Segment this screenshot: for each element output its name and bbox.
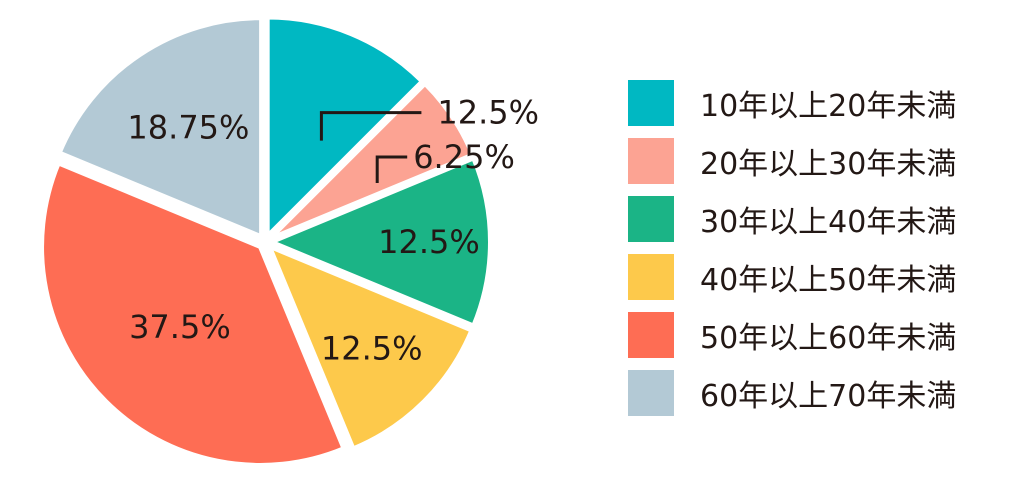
slice-label: 12.5% bbox=[321, 330, 423, 368]
leader-line bbox=[375, 155, 408, 184]
pie-chart: 12.5% 6.25% 12.5% 12.5% 37.5% 18.75% bbox=[40, 15, 540, 467]
legend-item: 40年以上50年未満 bbox=[628, 254, 1018, 300]
legend-swatch bbox=[628, 312, 674, 358]
slice-label: 37.5% bbox=[129, 308, 231, 346]
legend-item: 60年以上70年未満 bbox=[628, 370, 1018, 416]
legend-item: 30年以上40年未満 bbox=[628, 196, 1018, 242]
leader-line bbox=[319, 111, 422, 141]
legend-label: 20年以上30年未満 bbox=[700, 147, 957, 182]
legend-label: 60年以上70年未満 bbox=[700, 379, 957, 414]
legend-label: 30年以上40年未満 bbox=[700, 205, 957, 240]
pie-slice bbox=[57, 16, 264, 240]
legend-swatch bbox=[628, 254, 674, 300]
legend-swatch bbox=[628, 196, 674, 242]
slice-label: 12.5% bbox=[378, 223, 480, 261]
legend-label: 10年以上20年未満 bbox=[700, 89, 957, 124]
legend-swatch bbox=[628, 370, 674, 416]
slice-label: 6.25% bbox=[413, 138, 515, 176]
pie-slice bbox=[265, 15, 425, 241]
pie-slice bbox=[40, 160, 347, 467]
pie-slice bbox=[266, 155, 492, 329]
legend-swatch bbox=[628, 80, 674, 126]
legend-swatch bbox=[628, 138, 674, 184]
slice-label: 12.5% bbox=[437, 94, 539, 132]
legend-label: 50年以上60年未満 bbox=[700, 321, 957, 356]
legend-item: 50年以上60年未満 bbox=[628, 312, 1018, 358]
slice-label: 18.75% bbox=[127, 108, 249, 146]
legend-item: 10年以上20年未満 bbox=[628, 80, 1018, 126]
legend-item: 20年以上30年未満 bbox=[628, 138, 1018, 184]
pie-slice bbox=[269, 81, 475, 240]
legend-label: 40年以上50年未満 bbox=[700, 263, 957, 298]
legend: 10年以上20年未満 20年以上30年未満 30年以上40年未満 40年以上50… bbox=[628, 80, 1018, 428]
pie-slices bbox=[40, 15, 492, 467]
pie-slice bbox=[266, 243, 474, 451]
pie-labels: 12.5% 6.25% 12.5% 12.5% 37.5% 18.75% bbox=[127, 94, 539, 368]
